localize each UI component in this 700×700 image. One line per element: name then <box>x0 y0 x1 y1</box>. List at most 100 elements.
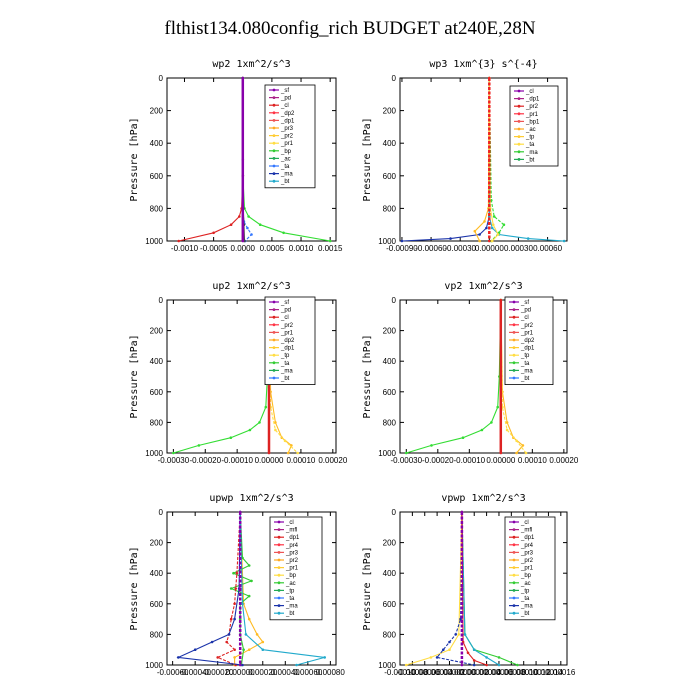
series-point <box>502 223 506 226</box>
series-point <box>241 239 245 243</box>
series-point <box>247 617 251 621</box>
y-tick-label: 200 <box>383 539 397 548</box>
y-tick-label: 1000 <box>378 237 396 246</box>
legend-marker <box>277 581 281 585</box>
x-tick-label: -0.00040 <box>179 668 211 677</box>
legend-entry: _tp <box>280 353 290 359</box>
legend-entry: _pr2 <box>525 104 539 110</box>
legend-entry: _ta <box>280 164 290 170</box>
legend-marker <box>517 127 521 131</box>
legend-entry: _pr1 <box>520 566 534 572</box>
legend-marker <box>272 361 276 365</box>
series-line-pr1 <box>500 299 527 454</box>
legend-entry: _dp1 <box>520 535 535 541</box>
legend-entry: _dp2 <box>520 338 535 344</box>
legend: _cl _mfl_dp1 _pr4_pr3 _pr2 _pr1_bp _ac_tp _ta _… <box>504 516 556 621</box>
panel-title: vp2 1xm^2/s^3 <box>444 281 522 292</box>
series-point <box>290 444 293 447</box>
x-tick-label: 0.00020 <box>549 456 578 465</box>
x-tick-label: -0.00090 <box>386 244 418 253</box>
legend-marker <box>277 535 281 539</box>
series-line-tp <box>176 511 243 666</box>
series-point <box>457 633 461 636</box>
legend-entry: _ac <box>285 581 296 587</box>
legend-entry: _cl <box>520 315 529 321</box>
legend-marker <box>272 141 276 145</box>
legend-marker <box>277 528 281 531</box>
legend-entry: _dp2 <box>280 338 295 344</box>
legend-entry: _ta <box>520 596 530 602</box>
series-point <box>497 663 501 667</box>
series-point <box>472 659 476 662</box>
series-point <box>472 663 476 667</box>
legend-marker <box>517 135 521 139</box>
series-point <box>490 239 494 243</box>
y-axis-label: Pressure [hPa] <box>362 546 373 630</box>
series-point <box>404 663 408 667</box>
series-point <box>229 587 233 590</box>
panel-2: wp3 1xm^{3} s^{-4} Pressure [hPa] 0 200 400 6… <box>362 59 568 253</box>
legend: _cl _dp1_pr2 _pr1_bp1 _ac _tp_ta _ma_bt <box>509 85 559 167</box>
y-tick-label: 400 <box>150 569 164 578</box>
legend-entry: _bt <box>520 376 530 382</box>
series-point <box>490 226 494 230</box>
x-tick-label: -0.00020 <box>422 456 454 465</box>
legend-marker <box>512 604 516 607</box>
series-point <box>496 405 500 409</box>
series-point <box>480 428 484 432</box>
legend-marker <box>272 149 276 153</box>
series-point <box>505 428 509 432</box>
legend-entry: _ac <box>525 127 536 133</box>
y-tick-label: 600 <box>150 600 164 609</box>
y-tick-label: 0 <box>392 296 397 305</box>
series-point <box>478 239 481 243</box>
series-point <box>472 648 476 651</box>
legend-entry: _bp <box>520 573 532 579</box>
x-tick-label: 0.0010 <box>289 244 314 253</box>
x-tick-label: 0.00000 <box>447 668 476 677</box>
series-point <box>248 428 252 432</box>
series-point <box>400 239 404 243</box>
series-line-dp1 <box>406 299 502 454</box>
legend-marker <box>512 520 516 524</box>
series-point <box>562 239 566 243</box>
series-point <box>295 663 298 667</box>
legend-entry: _cl <box>525 89 534 95</box>
series-point <box>247 215 250 218</box>
x-tick-label: -0.00006 <box>409 668 441 677</box>
series-point <box>473 229 477 233</box>
legend-marker <box>512 376 516 380</box>
series-point <box>229 436 233 440</box>
x-tick-label: 0.00010 <box>518 456 547 465</box>
x-tick-label: 0.00002 <box>460 668 489 677</box>
series-point <box>430 444 433 447</box>
x-tick-label: 0.00080 <box>316 668 345 677</box>
y-axis-label: Pressure [hPa] <box>362 334 373 418</box>
series-point <box>460 510 464 514</box>
legend-entry: _cl <box>520 520 529 526</box>
series-point <box>328 239 332 243</box>
x-tick-label: 0.00060 <box>533 244 562 253</box>
y-tick-label: 200 <box>383 107 397 116</box>
plot-frame <box>399 299 568 454</box>
y-tick-label: 400 <box>383 357 397 366</box>
legend-marker <box>272 164 276 168</box>
series-line-pr2 <box>474 77 490 242</box>
legend-marker <box>512 543 516 547</box>
legend-marker <box>512 528 516 531</box>
y-axis-label: Pressure [hPa] <box>129 546 140 630</box>
legend-entry: _dp2 <box>280 111 295 117</box>
legend-entry: _pr3 <box>285 550 299 556</box>
series-point <box>238 663 242 667</box>
y-tick-label: 0 <box>159 508 164 517</box>
x-tick-label: 0.0015 <box>318 244 343 253</box>
series-point <box>258 223 262 226</box>
legend-entry: _mfl <box>520 528 532 534</box>
y-tick-label: 200 <box>150 327 164 336</box>
series-point <box>233 602 236 606</box>
legend-entry: _cl <box>280 103 289 109</box>
legend: _sf _pd_cl _pr2_pr1 _dp2 _dp1_tp _ta_ma _bt <box>264 296 316 385</box>
y-tick-label: 1000 <box>378 661 396 670</box>
legend-marker <box>272 323 276 327</box>
